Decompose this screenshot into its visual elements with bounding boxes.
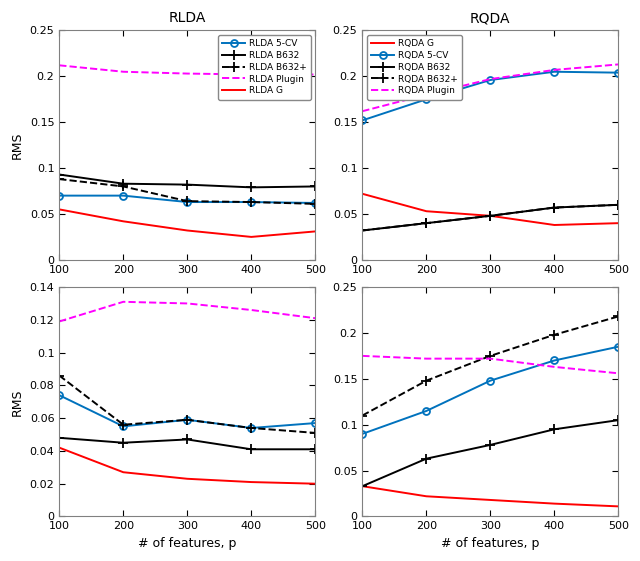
RLDA 5-CV bbox=[56, 192, 63, 199]
RLDA Plugin bbox=[312, 71, 319, 78]
RLDA Plugin bbox=[248, 71, 255, 78]
Title: RQDA: RQDA bbox=[470, 11, 511, 25]
RLDA G bbox=[120, 218, 127, 225]
RLDA B632 bbox=[56, 171, 63, 178]
X-axis label: # of features, p: # of features, p bbox=[441, 537, 540, 550]
RLDA B632 bbox=[248, 184, 255, 191]
RLDA B632 bbox=[312, 183, 319, 190]
RLDA 5-CV bbox=[120, 192, 127, 199]
Legend: RLDA 5-CV, RLDA B632, RLDA B632+, RLDA Plugin, RLDA G: RLDA 5-CV, RLDA B632, RLDA B632+, RLDA P… bbox=[218, 35, 311, 100]
Line: RLDA B632: RLDA B632 bbox=[54, 169, 320, 192]
Line: RQDA 5-CV: RQDA 5-CV bbox=[359, 68, 622, 124]
RQDA 5-CV bbox=[358, 117, 366, 124]
RLDA B632 bbox=[184, 181, 191, 188]
RQDA B632+ bbox=[422, 220, 430, 227]
RQDA G bbox=[486, 213, 494, 219]
Title: RLDA: RLDA bbox=[168, 11, 206, 25]
Line: RLDA B632+: RLDA B632+ bbox=[54, 174, 320, 209]
RLDA 5-CV bbox=[248, 199, 255, 205]
RLDA B632 bbox=[120, 180, 127, 187]
RLDA 5-CV bbox=[184, 199, 191, 205]
RQDA Plugin bbox=[358, 108, 366, 114]
RQDA B632+ bbox=[614, 201, 622, 208]
RLDA G bbox=[248, 233, 255, 240]
RQDA B632+ bbox=[486, 213, 494, 219]
RQDA G bbox=[614, 220, 622, 227]
Line: RLDA Plugin: RLDA Plugin bbox=[60, 65, 316, 75]
RLDA G bbox=[184, 227, 191, 234]
RLDA B632+ bbox=[56, 176, 63, 182]
RLDA B632+ bbox=[248, 199, 255, 205]
RQDA 5-CV bbox=[550, 68, 558, 75]
RLDA B632+ bbox=[312, 200, 319, 207]
Line: RQDA B632+: RQDA B632+ bbox=[358, 200, 623, 236]
RLDA Plugin bbox=[120, 68, 127, 75]
Y-axis label: RMS: RMS bbox=[11, 131, 24, 159]
RLDA B632+ bbox=[120, 183, 127, 190]
RLDA G bbox=[312, 228, 319, 235]
RQDA Plugin bbox=[614, 61, 622, 68]
RLDA Plugin bbox=[56, 62, 63, 68]
RQDA B632 bbox=[422, 220, 430, 227]
RLDA G bbox=[56, 206, 63, 213]
RQDA B632 bbox=[486, 213, 494, 219]
RQDA B632+ bbox=[358, 227, 366, 234]
Legend: RQDA G, RQDA 5-CV, RQDA B632, RQDA B632+, RQDA Plugin: RQDA G, RQDA 5-CV, RQDA B632, RQDA B632+… bbox=[367, 35, 462, 100]
RQDA G bbox=[358, 190, 366, 197]
RLDA Plugin bbox=[184, 70, 191, 77]
RQDA G bbox=[422, 208, 430, 215]
RQDA 5-CV bbox=[486, 77, 494, 84]
RQDA B632 bbox=[550, 204, 558, 211]
RQDA Plugin bbox=[486, 76, 494, 82]
RLDA B632+ bbox=[184, 198, 191, 205]
RQDA G bbox=[550, 222, 558, 228]
RQDA 5-CV bbox=[614, 70, 622, 76]
RQDA B632 bbox=[614, 201, 622, 208]
Line: RQDA G: RQDA G bbox=[362, 194, 618, 225]
RQDA B632 bbox=[358, 227, 366, 234]
Line: RQDA Plugin: RQDA Plugin bbox=[362, 65, 618, 111]
Line: RLDA 5-CV: RLDA 5-CV bbox=[56, 192, 319, 206]
RQDA Plugin bbox=[422, 91, 430, 98]
RLDA 5-CV bbox=[312, 200, 319, 206]
Line: RQDA B632: RQDA B632 bbox=[358, 200, 623, 236]
X-axis label: # of features, p: # of features, p bbox=[138, 537, 236, 550]
RQDA Plugin bbox=[550, 67, 558, 73]
Y-axis label: RMS: RMS bbox=[11, 388, 24, 416]
RQDA B632+ bbox=[550, 204, 558, 211]
Line: RLDA G: RLDA G bbox=[60, 209, 316, 237]
RQDA 5-CV bbox=[422, 96, 430, 103]
